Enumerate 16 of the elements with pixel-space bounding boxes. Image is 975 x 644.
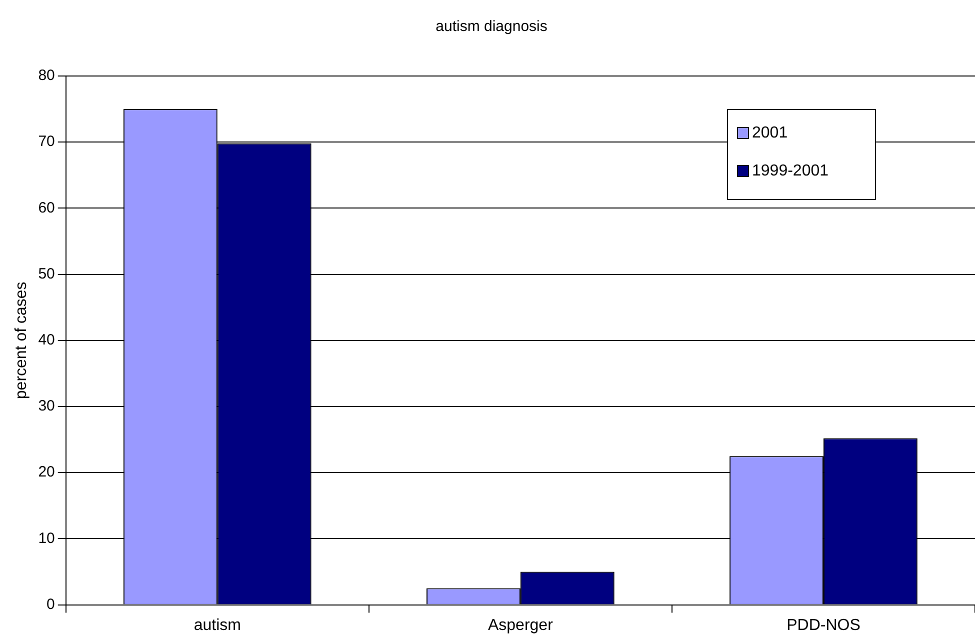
y-tick-label: 80 — [38, 67, 55, 84]
legend-label: 1999-2001 — [752, 162, 829, 180]
y-tick-label: 0 — [46, 596, 55, 613]
chart-title: autism diagnosis — [436, 18, 548, 36]
y-axis-title: percent of cases — [13, 282, 30, 400]
y-tick-label: 10 — [38, 530, 55, 547]
y-tick-label: 70 — [38, 133, 55, 150]
x-tick-label: autism — [194, 616, 241, 634]
y-tick-label: 40 — [38, 332, 55, 349]
y-tick-label: 30 — [38, 398, 55, 415]
y-tick-label: 20 — [38, 464, 55, 481]
x-tick-label: Asperger — [488, 616, 554, 634]
y-tick-label: 50 — [38, 265, 55, 282]
y-tick-label: 60 — [38, 199, 55, 216]
legend-label: 2001 — [752, 124, 788, 142]
x-tick-label: PDD-NOS — [786, 616, 860, 634]
